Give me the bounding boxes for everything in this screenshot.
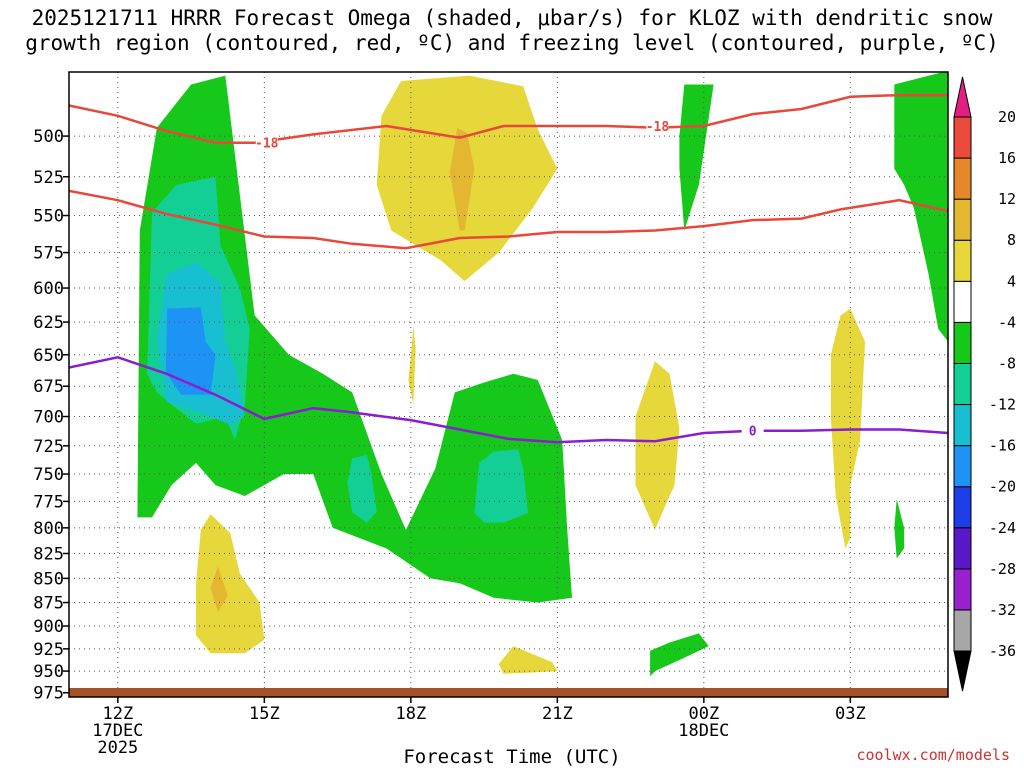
y-tick-label: 775 — [33, 492, 64, 512]
omega-region-3 — [165, 307, 216, 395]
ground-strip — [69, 688, 948, 697]
colorbar-swatch — [953, 116, 972, 159]
colorbar-swatch — [953, 486, 972, 529]
axes: 500 525 550 575 600 625 650 675 700 725 750 775 800 8… — [33, 71, 949, 758]
title-line-2: growth region (contoured, red, ºC) and f… — [25, 31, 999, 55]
contour-label-text: -18 — [646, 120, 670, 135]
y-tick-label: 925 — [33, 640, 64, 660]
omega-region-13 — [894, 499, 905, 559]
credit-label: coolwx.com/models — [856, 746, 1010, 764]
omega-region-15 — [210, 566, 228, 612]
ground-layer — [69, 688, 948, 697]
colorbar-swatch — [953, 362, 972, 406]
y-tick-label: 675 — [33, 377, 64, 397]
omega-region-14 — [196, 514, 265, 654]
x-tick-label: 00Z — [688, 704, 719, 724]
colorbar-tick-label: -16 — [989, 437, 1016, 455]
contour-label-bg — [255, 134, 278, 150]
omega-region-17 — [650, 633, 709, 677]
omega-region-16 — [498, 646, 558, 674]
colorbar-tick-label: -12 — [989, 396, 1016, 414]
contour-label-bg — [646, 118, 669, 134]
title-line-1: 2025121711 HRRR Forecast Omega (shaded, … — [31, 6, 993, 30]
colorbar-tick-label: -4 — [998, 313, 1016, 331]
y-tick-label: 575 — [33, 244, 64, 264]
omega-region-9 — [679, 84, 714, 231]
colorbar-min-arrow — [953, 650, 972, 692]
colorbar-tick-label: -36 — [989, 642, 1016, 660]
dgz-contour-lower — [69, 189, 948, 250]
chart-title: 2025121711 HRRR Forecast Omega (shaded, … — [0, 6, 1024, 56]
y-tick-label: 825 — [33, 544, 64, 564]
dgz-contour-upper — [69, 93, 948, 144]
y-tick-label: 725 — [33, 437, 64, 457]
y-tick-label: 625 — [33, 313, 64, 333]
contour-label-text: 0 — [749, 425, 757, 440]
x-tick-label: 2025 — [97, 738, 138, 758]
omega-region-0 — [137, 75, 572, 603]
colorbar-tick-label: 4 — [1007, 272, 1016, 290]
colorbar-swatch — [953, 239, 972, 282]
colorbar-swatch — [953, 321, 972, 364]
colorbar-tick-label: 8 — [1007, 231, 1016, 249]
x-tick-label: 21Z — [542, 704, 573, 724]
freezing-level-contour — [69, 356, 948, 444]
colorbar-tick-label: 12 — [998, 190, 1016, 208]
x-tick-label: 17DEC — [92, 721, 143, 741]
colorbar-swatch — [953, 198, 972, 241]
colorbar-tick-label: 16 — [998, 149, 1016, 167]
omega-region-12 — [894, 72, 948, 342]
y-tick-label: 900 — [33, 617, 64, 637]
colorbar-swatch — [953, 157, 972, 200]
colorbar-swatch — [953, 404, 972, 447]
colorbar-tick-label: -32 — [989, 601, 1016, 619]
colorbar-swatch — [953, 280, 972, 323]
y-tick-label: 800 — [33, 519, 64, 539]
x-tick-label: 18Z — [395, 704, 426, 724]
y-tick-label: 550 — [33, 207, 64, 227]
colorbar-swatch — [953, 568, 972, 611]
y-tick-label: 750 — [33, 465, 64, 485]
contour-label-bg — [741, 422, 764, 438]
omega-region-7 — [449, 127, 475, 231]
omega-region-4 — [347, 454, 377, 523]
colorbar-tick-label: -8 — [998, 354, 1016, 372]
y-tick-label: 525 — [33, 168, 64, 188]
colorbar-max-arrow — [953, 76, 972, 118]
y-tick-label: 850 — [33, 569, 64, 589]
freezing-label: 0 — [741, 422, 764, 440]
colorbar-tick-label: -20 — [989, 478, 1016, 496]
plot-frame — [68, 71, 949, 698]
gridlines — [69, 72, 948, 697]
y-tick-label: 500 — [33, 127, 64, 147]
x-tick-label: 15Z — [249, 704, 280, 724]
omega-region-8 — [408, 326, 416, 405]
y-tick-label: 700 — [33, 408, 64, 428]
colorbar-tick-label: -28 — [989, 560, 1016, 578]
dgz-label-1: -18 — [255, 134, 279, 152]
x-tick-label: 03Z — [835, 704, 866, 724]
colorbar-swatch — [953, 445, 972, 488]
dgz-label-2: -18 — [646, 118, 670, 135]
omega-region-10 — [635, 361, 680, 530]
colorbar-tick-label: -24 — [989, 519, 1016, 537]
x-tick-label: 18DEC — [678, 721, 729, 741]
y-tick-label: 600 — [33, 279, 64, 299]
y-tick-label: 975 — [33, 684, 64, 704]
y-tick-label: 875 — [33, 594, 64, 614]
contour-layer: -18 -18 0 — [69, 93, 948, 444]
omega-region-5 — [474, 449, 528, 523]
colorbar-swatch — [953, 609, 972, 652]
x-tick-label: 12Z — [102, 704, 133, 724]
y-tick-label: 650 — [33, 346, 64, 366]
x-axis-label: Forecast Time (UTC) — [403, 746, 621, 768]
y-tick-label: 950 — [33, 662, 64, 682]
colorbar-swatch — [953, 527, 972, 570]
colorbar-tick-label: 20 — [998, 108, 1016, 126]
omega-shading-layer — [69, 72, 948, 697]
contour-label-text: -18 — [255, 137, 279, 152]
omega-colorbar: -36 -32 -28 -24 -20 -16 -12 -8 -4 4 8 12 16 20 — [953, 76, 1016, 692]
